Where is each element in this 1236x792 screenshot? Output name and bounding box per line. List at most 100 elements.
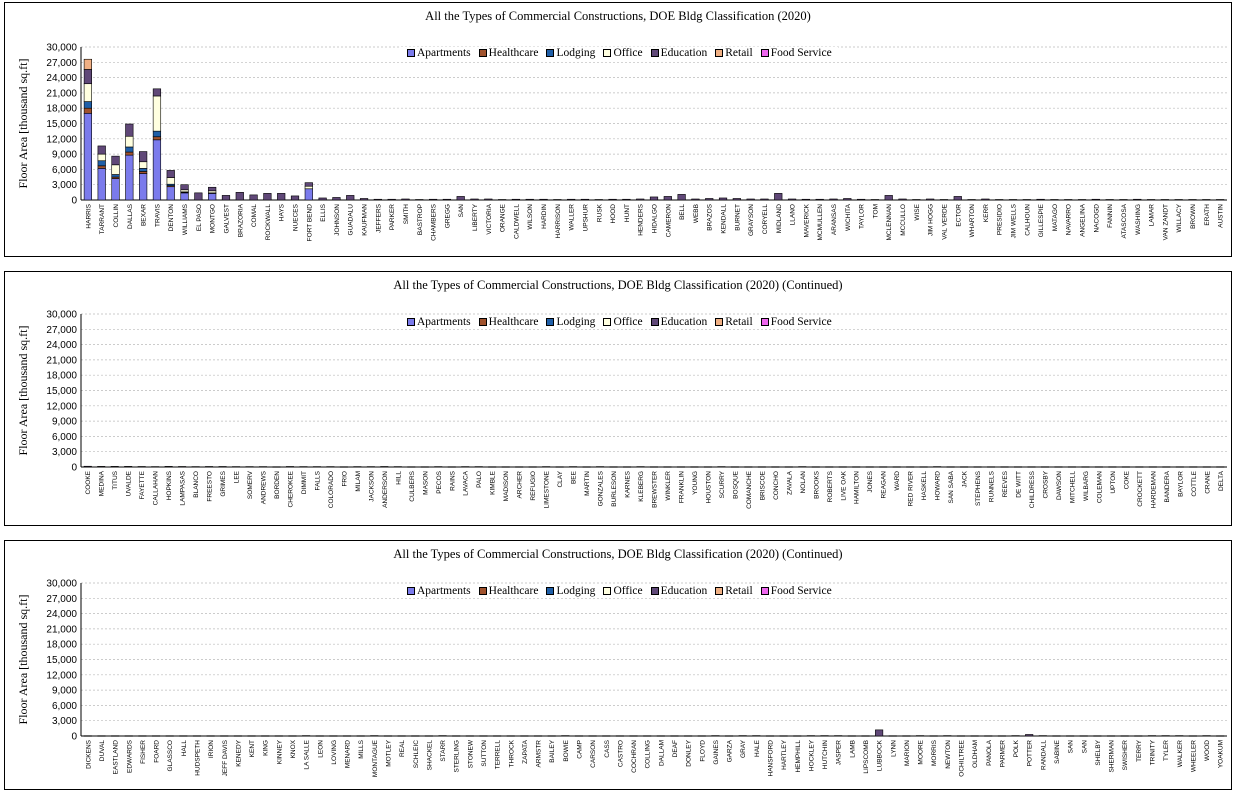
legend-label: Lodging [556, 47, 596, 59]
chart-panel-1: All the Types of Commercial Construction… [4, 2, 1232, 257]
legend-swatch [407, 587, 415, 595]
x-tick-label: WASHING [1135, 204, 1142, 235]
bar-segment [956, 735, 966, 737]
bar-segment [520, 735, 529, 737]
bar-segment [232, 466, 241, 468]
x-tick-label: JIM WELLS [1010, 203, 1017, 238]
bar-segment [1079, 735, 1088, 737]
x-tick-label: MENARD [345, 740, 352, 768]
y-tick-label: 3,000 [52, 716, 77, 727]
bar-segment [221, 195, 231, 201]
y-tick-label: 15,000 [46, 655, 77, 666]
legend-item-education: Education [650, 316, 708, 328]
x-tick-label: BOSQUE [732, 470, 739, 498]
bar-segment [383, 735, 393, 737]
bar-segment [744, 466, 753, 468]
bar-segment [746, 198, 755, 201]
x-tick-label: POTTER [1027, 740, 1034, 767]
x-tick-label: CRANE [1204, 470, 1211, 493]
x-tick-label: LAVACA [463, 470, 470, 495]
bar-segment [192, 735, 202, 737]
bar-segment [1036, 198, 1045, 201]
bar-segment [493, 735, 502, 737]
bar-segment [1008, 199, 1018, 201]
x-tick-label: TARRANT [99, 204, 106, 234]
bar-segment [843, 198, 852, 201]
y-tick-label: 27,000 [46, 58, 77, 69]
bar-segment [1067, 466, 1076, 468]
x-tick-label: CASTRO [617, 740, 624, 767]
x-tick-label: KINNEY [276, 739, 283, 764]
x-tick-label: ROCKWALL [265, 204, 272, 241]
bar-segment [1027, 466, 1036, 468]
x-tick-label: GRAY [740, 739, 747, 758]
x-tick-label: MEDINA [99, 470, 106, 496]
x-tick-label: TITUS [112, 470, 119, 489]
x-tick-label: BURNET [734, 204, 741, 231]
bar-segment [834, 735, 843, 737]
y-tick-label: 21,000 [46, 88, 77, 99]
bar-segment [111, 164, 120, 175]
bar-segment [1105, 199, 1114, 201]
x-tick-label: JASPER [836, 740, 843, 766]
bar-segment [1120, 735, 1129, 737]
x-tick-label: HUNT [624, 204, 631, 222]
x-tick-label: WICHITA [845, 203, 852, 231]
bar-segment [263, 193, 272, 201]
chart-title: All the Types of Commercial Construction… [393, 547, 843, 561]
x-tick-label: LUBBOCK [877, 739, 884, 771]
bar-segment [547, 735, 556, 737]
chart-plot-1: 0 3,000 6,000 9,000 12,000 15,000 18,000 21,000… [16, 43, 1227, 241]
x-tick-label: HIDALGO [652, 204, 659, 233]
x-tick-label: KERR [983, 204, 990, 222]
bar-segment [501, 466, 510, 468]
bar-segment [711, 735, 720, 737]
x-tick-label: ANDREWS [261, 470, 268, 504]
bar-segment [615, 735, 624, 737]
bar-segment [97, 168, 106, 201]
x-tick-label: RUNNELS [989, 470, 996, 502]
x-tick-label: ORANGE [500, 203, 507, 232]
bar-segment [553, 199, 562, 201]
bar-segment [407, 466, 416, 468]
x-tick-label: HOUSTON [705, 471, 712, 504]
bar-segment [879, 466, 888, 468]
x-tick-label: COLORADO [328, 471, 335, 508]
bar-segment [852, 466, 861, 468]
bar-segment [820, 735, 829, 737]
x-tick-label: MCMULLEN [817, 204, 824, 241]
bar-segment [760, 198, 769, 201]
x-tick-label: ARMSTR [536, 740, 543, 768]
bar-segment [798, 466, 807, 468]
bar-segment [180, 192, 189, 201]
bar-segment [1135, 466, 1144, 468]
legend-label: Education [660, 316, 708, 328]
bar-segment [125, 154, 134, 201]
x-tick-label: SHERMAN [1109, 740, 1116, 773]
x-tick-label: WALKER [1177, 740, 1184, 768]
x-tick-label: PARKER [389, 204, 396, 231]
x-tick-label: FRANKLIN [678, 471, 685, 503]
bar-segment [943, 735, 952, 737]
bar-segment [539, 198, 548, 201]
bar-segment [596, 466, 605, 468]
legend-swatch [546, 587, 555, 595]
x-tick-label: BLANCO [193, 471, 200, 498]
bar-segment [926, 198, 935, 201]
x-tick-label: SMITH [403, 204, 410, 225]
bar-segment [1161, 735, 1170, 737]
x-tick-label: HARRISON [555, 204, 562, 239]
x-tick-label: NACOGD [1093, 204, 1100, 233]
bar-segment [137, 466, 146, 468]
bar-segment [152, 136, 162, 141]
bar-segment [691, 198, 700, 201]
bar-segment [97, 145, 106, 155]
x-tick-label: STARR [440, 740, 447, 762]
x-tick-label: PECOS [436, 470, 443, 493]
bar-segment [946, 466, 955, 468]
x-tick-label: CALDWELL [513, 204, 520, 239]
x-tick-label: COCHRAN [631, 740, 638, 773]
bar-segment [1119, 199, 1128, 201]
x-tick-label: STEPHENS [975, 470, 982, 506]
y-tick-label: 3,000 [52, 180, 77, 191]
